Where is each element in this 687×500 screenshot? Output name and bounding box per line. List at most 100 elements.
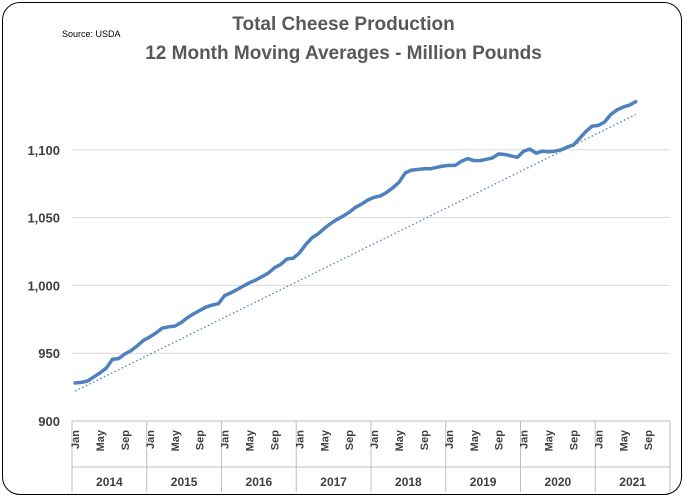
source-note: Source: USDA	[62, 29, 121, 39]
data-point	[323, 227, 325, 230]
data-point	[547, 151, 550, 153]
data-point	[535, 152, 537, 154]
data-point	[572, 144, 575, 146]
data-point	[255, 279, 257, 281]
y-tick-label: 950	[38, 346, 60, 361]
month-label: May	[469, 429, 481, 451]
data-point	[86, 380, 89, 382]
data-point	[603, 121, 606, 123]
month-label: Jan	[294, 430, 306, 449]
data-point	[560, 149, 562, 151]
data-point	[292, 257, 294, 259]
data-point	[111, 358, 114, 360]
month-label: Jan	[369, 430, 381, 449]
chart-title-line-1: Total Cheese Production	[232, 14, 455, 35]
data-point	[491, 157, 494, 159]
data-point	[410, 169, 413, 171]
data-point	[273, 267, 276, 269]
month-label: Sep	[643, 430, 655, 450]
data-point	[554, 150, 556, 152]
data-point	[143, 339, 145, 341]
data-point	[93, 376, 95, 378]
data-point	[192, 313, 195, 315]
data-point	[466, 158, 469, 160]
month-label: Sep	[419, 430, 431, 450]
data-point	[454, 164, 456, 166]
month-label: Jan	[145, 430, 157, 449]
data-point	[342, 215, 344, 217]
month-label: Jan	[519, 430, 531, 449]
month-label: May	[319, 429, 331, 451]
data-point	[473, 160, 475, 162]
month-label: Sep	[568, 430, 580, 450]
data-point	[174, 325, 176, 327]
chart-title-line-2: 12 Month Moving Averages - Million Pound…	[145, 43, 542, 64]
data-point	[118, 358, 120, 360]
data-point	[298, 252, 300, 254]
data-point	[579, 137, 581, 139]
data-point	[354, 206, 357, 209]
data-point	[379, 195, 381, 197]
data-point	[504, 153, 506, 156]
data-point	[336, 219, 338, 221]
month-label: Jan	[593, 430, 605, 449]
data-point	[485, 158, 487, 160]
month-label: Sep	[494, 430, 506, 450]
data-point	[317, 233, 319, 235]
data-point	[429, 168, 431, 170]
month-label: Jan	[444, 430, 456, 449]
data-point	[404, 172, 406, 174]
data-point	[523, 150, 525, 152]
data-point	[510, 155, 512, 157]
month-label: Jan	[70, 430, 82, 449]
data-point	[417, 168, 419, 171]
data-point	[230, 292, 232, 294]
year-label: 2018	[395, 475, 422, 489]
data-point	[205, 306, 207, 308]
data-point	[236, 288, 238, 291]
data-point	[311, 237, 313, 239]
data-point	[448, 164, 450, 166]
y-tick-label: 1,100	[27, 143, 60, 158]
month-label: Sep	[120, 430, 132, 450]
year-label: 2015	[171, 475, 198, 489]
data-point	[329, 223, 332, 225]
data-point	[348, 211, 350, 213]
year-label: 2016	[246, 475, 273, 489]
data-point	[398, 181, 400, 183]
data-point	[385, 191, 388, 194]
data-point	[498, 153, 500, 155]
year-label: 2014	[96, 475, 123, 489]
data-point	[442, 165, 444, 167]
series-line-cheese-production	[73, 99, 638, 385]
data-point	[136, 345, 139, 347]
data-point	[529, 148, 531, 150]
month-label: May	[95, 429, 107, 451]
data-point	[392, 187, 394, 189]
data-point	[105, 367, 107, 369]
month-label: Sep	[195, 430, 207, 450]
data-point	[423, 168, 425, 170]
data-point	[460, 160, 462, 162]
data-point	[74, 382, 76, 384]
year-label: 2021	[619, 475, 646, 489]
data-point	[610, 113, 612, 116]
year-label: 2020	[545, 475, 572, 489]
data-point	[242, 285, 244, 287]
y-tick-label: 1,000	[27, 278, 60, 293]
y-tick-label: 900	[38, 414, 60, 429]
data-point	[304, 244, 307, 246]
data-point	[261, 275, 263, 278]
data-point	[541, 150, 543, 152]
month-label: Sep	[344, 430, 356, 450]
data-point	[622, 106, 624, 108]
data-point	[186, 317, 188, 319]
month-label: May	[394, 429, 406, 451]
data-point	[130, 349, 132, 352]
month-label: Jan	[220, 430, 232, 449]
data-point	[597, 124, 599, 126]
data-point	[516, 156, 518, 158]
data-point	[248, 282, 251, 284]
data-point	[224, 294, 226, 297]
